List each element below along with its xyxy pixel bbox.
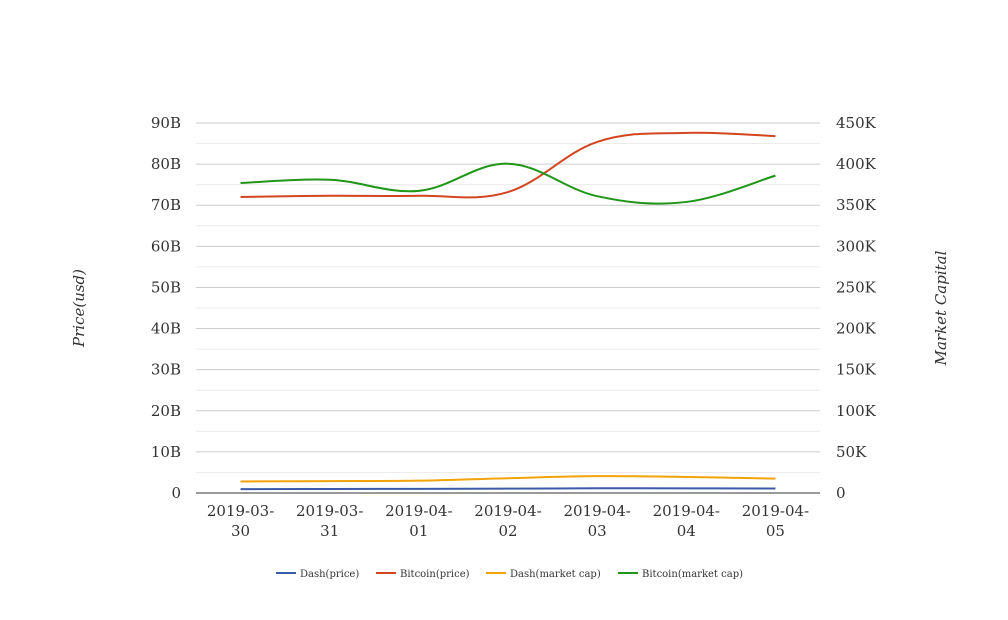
right-tick-label: 400K: [836, 155, 877, 173]
x-tick-label: 2019-04-04: [653, 502, 720, 540]
series-line-bitcoin-market-cap: [240, 162, 776, 205]
right-tick-label: 150K: [836, 361, 877, 379]
series-line-bitcoin-price: [240, 131, 776, 199]
x-tick-label: 2019-03-31: [296, 502, 363, 540]
right-tick-label: 250K: [836, 278, 877, 296]
left-tick-label: 60B: [151, 237, 181, 255]
left-tick-label: 30B: [151, 361, 181, 379]
left-tick-label: 40B: [151, 320, 181, 338]
left-tick-label: 10B: [151, 443, 181, 461]
gridlines: [196, 122, 820, 473]
legend-item: Dash(market cap): [486, 569, 601, 580]
left-tick-label: 0: [171, 484, 181, 502]
series-line-dash-price: [240, 487, 776, 491]
left-tick-label: 20B: [151, 402, 181, 420]
left-tick-label: 50B: [151, 278, 181, 296]
left-tick-label: 80B: [151, 155, 181, 173]
x-tick-label: 2019-04-05: [742, 502, 809, 540]
x-tick-label: 2019-03-30: [207, 502, 274, 540]
x-axis-ticks: 2019-03-30 2019-03-31 2019-04-01 2019-04-02…: [207, 502, 809, 540]
left-tick-label: 70B: [151, 196, 181, 214]
x-tick-label: 2019-04-02: [474, 502, 541, 540]
legend-label: Dash(price): [300, 569, 359, 580]
series-lines: [240, 131, 776, 491]
legend-label: Dash(market cap): [510, 569, 601, 580]
right-tick-label: 450K: [836, 114, 877, 132]
series-line-dash-market-cap: [240, 475, 776, 483]
right-axis-title: Market Capital: [932, 250, 950, 366]
legend: Dash(price) Bitcoin(price) Dash(market cap…: [276, 569, 743, 580]
left-axis-title: Price(usd): [70, 269, 88, 348]
x-tick-label: 2019-04-03: [563, 502, 630, 540]
right-axis-ticks: 0 50K 100K 150K 200K 250K 300K 350K 400K 450K: [836, 114, 877, 502]
right-tick-label: 300K: [836, 237, 877, 255]
right-tick-label: 350K: [836, 196, 877, 214]
right-tick-label: 50K: [836, 443, 867, 461]
left-axis-ticks: 0 10B 20B 30B 40B 50B 60B 70B 80B 90B: [151, 114, 181, 502]
right-tick-label: 100K: [836, 402, 877, 420]
legend-item: Dash(price): [276, 569, 359, 580]
legend-item: Bitcoin(price): [376, 569, 470, 580]
legend-label: Bitcoin(price): [400, 569, 470, 580]
right-tick-label: 0: [836, 484, 846, 502]
x-tick-label: 2019-04-01: [385, 502, 452, 540]
legend-label: Bitcoin(market cap): [642, 569, 743, 580]
legend-item: Bitcoin(market cap): [618, 569, 743, 580]
right-tick-label: 200K: [836, 320, 877, 338]
left-tick-label: 90B: [151, 114, 181, 132]
